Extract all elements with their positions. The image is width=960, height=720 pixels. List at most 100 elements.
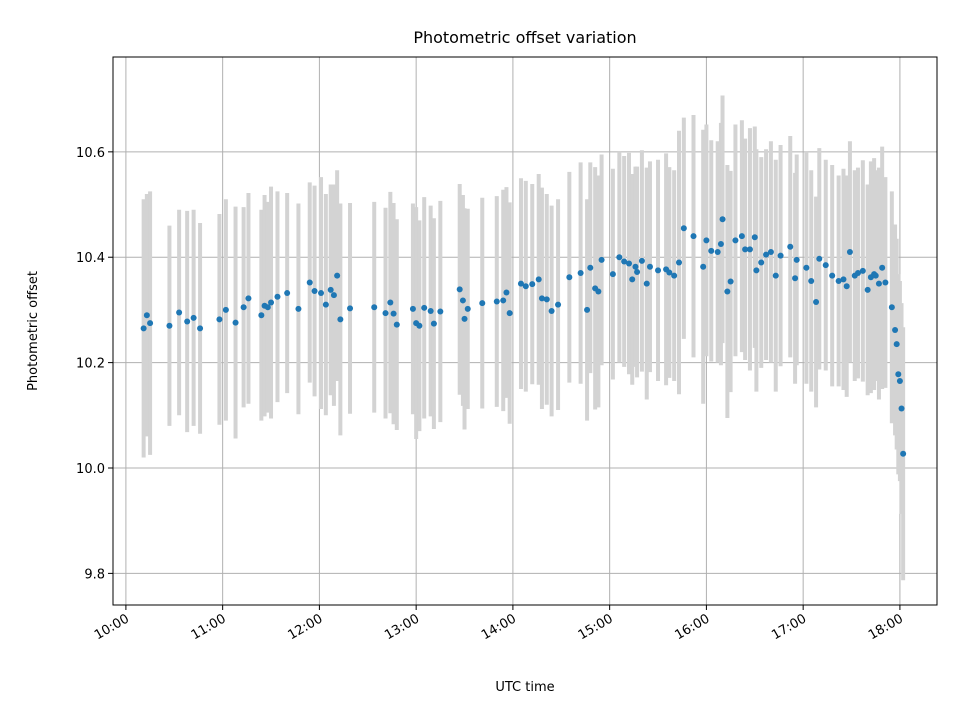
y-axis-ticks: 9.8 10.0 10.2 10.4 10.6 bbox=[76, 146, 113, 582]
data-point bbox=[245, 295, 252, 302]
data-point bbox=[184, 318, 191, 325]
data-point bbox=[793, 256, 800, 263]
data-point bbox=[584, 306, 591, 313]
data-point bbox=[829, 272, 836, 279]
data-point bbox=[306, 279, 313, 286]
data-point bbox=[816, 255, 823, 262]
data-point bbox=[222, 306, 229, 313]
data-point bbox=[753, 267, 760, 274]
data-point bbox=[437, 308, 444, 315]
data-point bbox=[390, 310, 397, 317]
data-point bbox=[638, 257, 645, 264]
data-point bbox=[459, 297, 466, 304]
data-point bbox=[197, 325, 204, 332]
data-point bbox=[626, 260, 633, 267]
data-point bbox=[264, 304, 271, 311]
data-point bbox=[813, 299, 820, 306]
data-point bbox=[176, 309, 183, 316]
data-point bbox=[879, 264, 886, 271]
data-point bbox=[409, 305, 416, 312]
data-point bbox=[643, 280, 650, 287]
data-point bbox=[430, 320, 437, 327]
data-point bbox=[772, 272, 779, 279]
data-point bbox=[763, 251, 770, 258]
data-point bbox=[808, 277, 815, 284]
data-point bbox=[703, 237, 710, 244]
data-point bbox=[382, 310, 389, 317]
data-point bbox=[548, 307, 555, 314]
data-point bbox=[529, 281, 536, 288]
data-point bbox=[166, 322, 173, 329]
data-point bbox=[675, 259, 682, 266]
data-point bbox=[464, 305, 471, 312]
data-point bbox=[493, 298, 500, 305]
data-point bbox=[347, 305, 354, 312]
data-point bbox=[898, 405, 905, 412]
y-tick-label: 10.4 bbox=[76, 251, 105, 266]
data-point bbox=[767, 248, 774, 255]
data-point bbox=[655, 267, 662, 274]
data-point bbox=[732, 237, 739, 244]
data-point bbox=[787, 243, 794, 250]
data-point bbox=[792, 275, 799, 282]
data-point bbox=[216, 316, 223, 323]
data-point bbox=[232, 319, 239, 326]
data-point bbox=[680, 225, 687, 232]
data-point bbox=[840, 276, 847, 283]
data-point bbox=[872, 272, 879, 279]
data-point bbox=[859, 267, 866, 274]
data-point bbox=[646, 263, 653, 270]
data-point bbox=[416, 322, 423, 329]
data-point bbox=[311, 287, 318, 294]
data-point bbox=[506, 310, 513, 317]
data-point bbox=[671, 272, 678, 279]
data-point bbox=[330, 292, 337, 299]
data-point bbox=[240, 304, 247, 311]
chart-title: Photometric offset variation bbox=[413, 28, 636, 47]
data-point bbox=[609, 271, 616, 278]
data-point bbox=[846, 248, 853, 255]
data-point bbox=[632, 263, 639, 270]
data-point bbox=[742, 246, 749, 253]
data-point bbox=[421, 304, 428, 311]
data-point bbox=[895, 371, 902, 378]
data-point bbox=[295, 305, 302, 312]
data-point bbox=[621, 258, 628, 265]
data-point bbox=[500, 297, 507, 304]
data-point bbox=[284, 290, 291, 297]
data-point bbox=[634, 268, 641, 275]
data-point bbox=[616, 254, 623, 261]
data-point bbox=[318, 290, 325, 297]
data-points bbox=[140, 216, 907, 457]
data-point bbox=[738, 233, 745, 240]
data-point bbox=[371, 304, 378, 311]
y-tick-label: 10.6 bbox=[76, 146, 105, 161]
data-point bbox=[882, 279, 889, 286]
y-axis-label: Photometric offset bbox=[26, 271, 41, 391]
data-point bbox=[892, 326, 899, 333]
data-point bbox=[746, 246, 753, 253]
data-point bbox=[427, 307, 434, 314]
data-point bbox=[535, 276, 542, 283]
data-point bbox=[555, 301, 562, 308]
data-point bbox=[724, 288, 731, 295]
y-tick-label: 10.2 bbox=[76, 357, 105, 372]
data-point bbox=[461, 315, 468, 322]
y-tick-label: 10.0 bbox=[76, 462, 105, 477]
data-point bbox=[522, 283, 529, 290]
x-axis-label: UTC time bbox=[495, 680, 554, 695]
plot-frame bbox=[112, 56, 938, 606]
data-point bbox=[714, 248, 721, 255]
data-point bbox=[577, 270, 584, 277]
data-point bbox=[258, 312, 265, 319]
data-point bbox=[274, 293, 281, 300]
data-point bbox=[479, 300, 486, 307]
data-point bbox=[629, 276, 636, 283]
data-point bbox=[595, 288, 602, 295]
data-point bbox=[190, 314, 197, 321]
data-point bbox=[322, 301, 329, 308]
data-point bbox=[854, 270, 861, 277]
data-point bbox=[777, 252, 784, 259]
data-point bbox=[708, 247, 715, 254]
